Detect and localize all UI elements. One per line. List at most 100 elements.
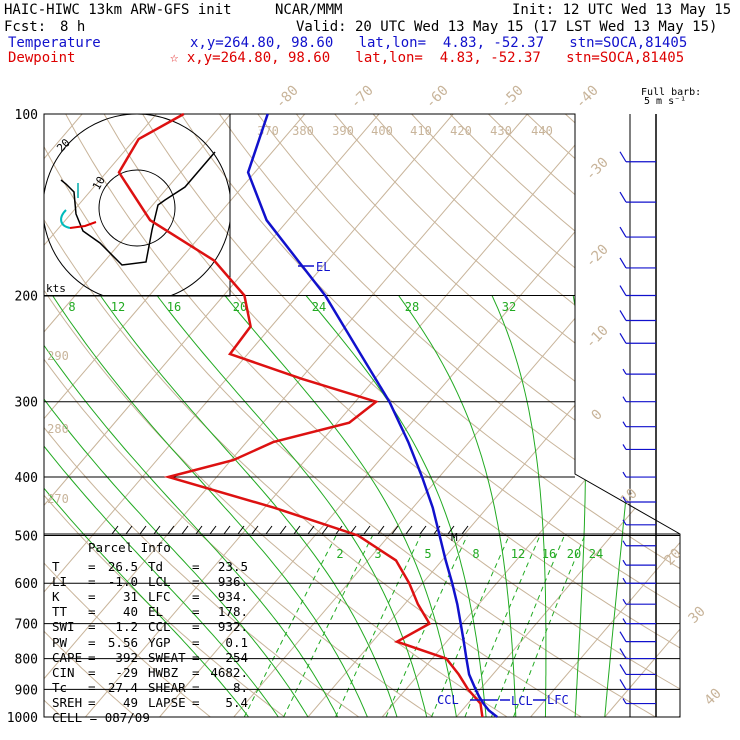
barb-flag bbox=[619, 664, 627, 675]
dry-adiabat-line bbox=[180, 114, 680, 717]
equals-sign: = bbox=[88, 649, 96, 665]
isotherm-line bbox=[233, 114, 680, 717]
isotherm-line bbox=[85, 114, 602, 717]
dry-adiabat-label: 390 bbox=[332, 124, 354, 138]
cell-value: 087/09 bbox=[104, 710, 150, 725]
pressure-label: 900 bbox=[15, 683, 38, 698]
hodo-ring-label: 10 bbox=[90, 174, 108, 192]
parcel-label: LI bbox=[52, 574, 68, 590]
isotherm-line bbox=[44, 114, 528, 717]
temperature-line bbox=[246, 113, 498, 718]
barb-flag bbox=[619, 631, 627, 642]
dry-adiabat-label: 280 bbox=[47, 422, 69, 436]
moist-adiabat-label: 32 bbox=[502, 300, 516, 314]
hatch-tick bbox=[125, 525, 133, 535]
parcel-info-row: T = 26.5 Td = 23.5 bbox=[52, 560, 248, 574]
barb-half-flag bbox=[622, 698, 627, 704]
barb-half-flag bbox=[622, 519, 627, 526]
hatch-tick bbox=[377, 525, 385, 535]
barb-half-flag bbox=[622, 540, 627, 547]
mixing-ratio-line bbox=[385, 535, 468, 717]
moist-adiabat-label: 8 bbox=[68, 300, 75, 314]
parcel-info-row: K = 31 LFC = 934. bbox=[52, 590, 248, 604]
parcel-value: 40 bbox=[122, 604, 138, 620]
wind-barb bbox=[622, 598, 656, 605]
barb-legend-value: 5 m s⁻¹ bbox=[644, 96, 686, 107]
equals-sign: = bbox=[88, 589, 96, 605]
moist-adiabat-label: 16 bbox=[167, 300, 181, 314]
parcel-label: SWEAT bbox=[148, 649, 186, 665]
hodo-units: kts bbox=[46, 282, 66, 295]
moist-adiabat-line bbox=[305, 295, 487, 717]
isotherm-line bbox=[44, 114, 306, 717]
equals-sign: = bbox=[88, 694, 96, 710]
wind-barb bbox=[622, 368, 656, 375]
wind-barb bbox=[622, 618, 656, 625]
mixing-ratio-label: 8 bbox=[472, 547, 479, 561]
parcel-value: 392 bbox=[115, 649, 138, 665]
pressure-label: 600 bbox=[15, 577, 38, 592]
equals-sign: = bbox=[192, 679, 200, 695]
parcel-value: 932. bbox=[217, 619, 248, 635]
dry-adiabat-line bbox=[295, 114, 680, 717]
hatch-tick bbox=[251, 525, 259, 535]
equals-sign: = bbox=[192, 664, 200, 680]
parcel-label: EL bbox=[148, 604, 164, 620]
wind-barb bbox=[619, 664, 656, 676]
wind-barb bbox=[619, 310, 656, 322]
barb-half-flag bbox=[622, 444, 627, 450]
pressure-label: 800 bbox=[15, 653, 38, 668]
wind-barb bbox=[619, 679, 656, 691]
parcel-label: CAPE bbox=[52, 649, 83, 665]
temperature-label: 0 bbox=[589, 407, 606, 424]
hatch-tick bbox=[363, 525, 371, 535]
temperature-label: 40 bbox=[702, 686, 725, 709]
hodo-cyan-segment bbox=[60, 209, 71, 229]
parcel-value: 0.1 bbox=[225, 634, 248, 650]
isotherm-line bbox=[0, 114, 8, 717]
equals-sign: = bbox=[88, 559, 96, 574]
equals-sign: = bbox=[192, 574, 200, 590]
parcel-value: 26.5 bbox=[107, 559, 138, 574]
parcel-value: 8. bbox=[232, 679, 248, 695]
barb-half-flag bbox=[622, 559, 627, 566]
dry-adiabat-label: 430 bbox=[490, 124, 512, 138]
isotherm-line bbox=[604, 114, 680, 717]
dry-adiabat-line bbox=[218, 114, 680, 717]
barb-half-flag bbox=[622, 496, 627, 503]
barb-flag bbox=[619, 679, 627, 690]
hatch-tick bbox=[293, 525, 301, 535]
parcel-value: 934. bbox=[217, 589, 248, 605]
parcel-value: 49 bbox=[122, 694, 138, 710]
parcel-label: T bbox=[52, 559, 60, 574]
parcel-label: LAPSE bbox=[148, 694, 186, 710]
isotherm-line bbox=[456, 114, 680, 717]
parcel-info-row: CIN = -29 HWBZ = 4682. bbox=[52, 664, 248, 680]
hatch-tick bbox=[307, 525, 315, 535]
wind-barbs bbox=[619, 151, 656, 705]
dry-adiabat-line bbox=[44, 114, 152, 717]
hatch-tick bbox=[391, 525, 399, 535]
moist-adiabat-line bbox=[398, 295, 517, 717]
moist-adiabat-label: 24 bbox=[312, 300, 326, 314]
dry-adiabat-label: 290 bbox=[47, 349, 69, 363]
dry-adiabat-line bbox=[0, 114, 1, 730]
parcel-label: CIN bbox=[52, 664, 75, 680]
isotherm-line bbox=[44, 114, 454, 717]
dry-adiabat-line bbox=[44, 114, 604, 717]
temperature-label: -40 bbox=[573, 83, 602, 112]
moist-adiabat-label: 12 bbox=[111, 300, 125, 314]
hatch-tick bbox=[419, 525, 427, 535]
barb-half-flag bbox=[622, 368, 627, 375]
chart-frame bbox=[43, 113, 681, 718]
barb-half-flag bbox=[622, 471, 627, 478]
fcst-value: 8 h bbox=[60, 19, 86, 35]
dry-adiabat-label: 440 bbox=[531, 124, 553, 138]
dry-adiabat-line bbox=[44, 114, 303, 717]
hatch-tick bbox=[167, 525, 175, 535]
parcel-info-row: CAPE = 392 SWEAT = 254 bbox=[52, 649, 248, 665]
cell-label: CELL bbox=[52, 710, 83, 725]
temperature-label: -10 bbox=[583, 323, 612, 352]
mixing-ratio-line bbox=[283, 535, 374, 717]
